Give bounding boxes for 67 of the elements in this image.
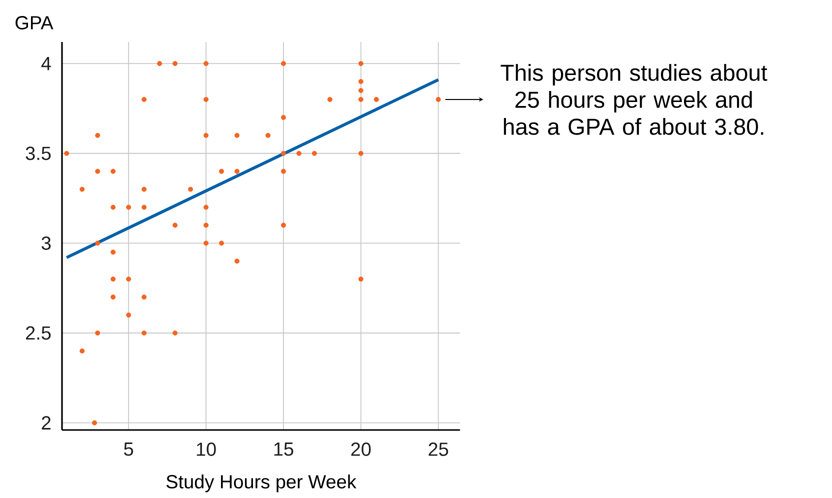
point — [280, 150, 286, 156]
point — [436, 96, 441, 102]
point — [95, 330, 100, 336]
y-axis-title: GPA — [16, 16, 54, 30]
point — [110, 168, 116, 174]
point — [204, 96, 209, 102]
point — [110, 276, 116, 282]
point — [219, 168, 224, 174]
x-tick-label: 5 — [124, 442, 134, 456]
y-tick-label: 2.5 — [26, 326, 51, 340]
point — [280, 61, 286, 66]
point — [126, 276, 132, 282]
point — [358, 276, 364, 282]
point — [95, 168, 100, 174]
point — [358, 150, 364, 156]
point — [110, 250, 116, 255]
point — [358, 61, 364, 66]
x-tick-label: 15 — [274, 442, 294, 456]
point — [265, 132, 270, 138]
point — [204, 222, 209, 228]
point — [172, 222, 178, 228]
point — [142, 330, 147, 336]
point — [280, 222, 286, 228]
y-tick-label: 3.5 — [26, 146, 51, 160]
point — [327, 96, 332, 102]
point — [280, 114, 286, 120]
point — [95, 132, 100, 138]
point — [126, 312, 132, 318]
y-tick-label: 3 — [42, 236, 51, 250]
point — [312, 150, 317, 156]
x-tick-label: 10 — [196, 442, 216, 456]
point — [142, 204, 147, 210]
point — [110, 294, 116, 300]
point — [358, 88, 364, 93]
y-tick-label: 4 — [41, 57, 51, 70]
y-tick-label: 2 — [42, 416, 51, 430]
point — [374, 96, 379, 102]
point — [172, 61, 178, 66]
point — [358, 79, 364, 84]
point — [204, 204, 209, 210]
x-tick-label: 20 — [351, 442, 371, 456]
x-axis-title: Study Hours per Week — [166, 474, 356, 492]
point — [280, 168, 286, 174]
point — [142, 294, 147, 300]
point — [95, 240, 100, 246]
point — [204, 61, 209, 66]
point — [142, 186, 147, 192]
point — [234, 168, 240, 174]
point — [204, 132, 209, 138]
point — [234, 258, 240, 264]
point — [358, 96, 364, 102]
x-tick-label: 25 — [428, 442, 448, 456]
point — [142, 96, 147, 102]
point — [296, 150, 302, 156]
point — [80, 186, 85, 192]
point — [188, 186, 194, 192]
point — [64, 150, 70, 156]
annotation: This person studies about 25 hours per week and has a GPA of about 3.80. — [500, 64, 768, 135]
point — [204, 240, 209, 246]
point — [234, 132, 240, 138]
point — [219, 240, 224, 246]
point — [110, 204, 116, 210]
point — [126, 204, 132, 210]
point — [172, 330, 178, 336]
point — [157, 61, 162, 66]
point — [80, 348, 85, 354]
point — [92, 420, 98, 426]
